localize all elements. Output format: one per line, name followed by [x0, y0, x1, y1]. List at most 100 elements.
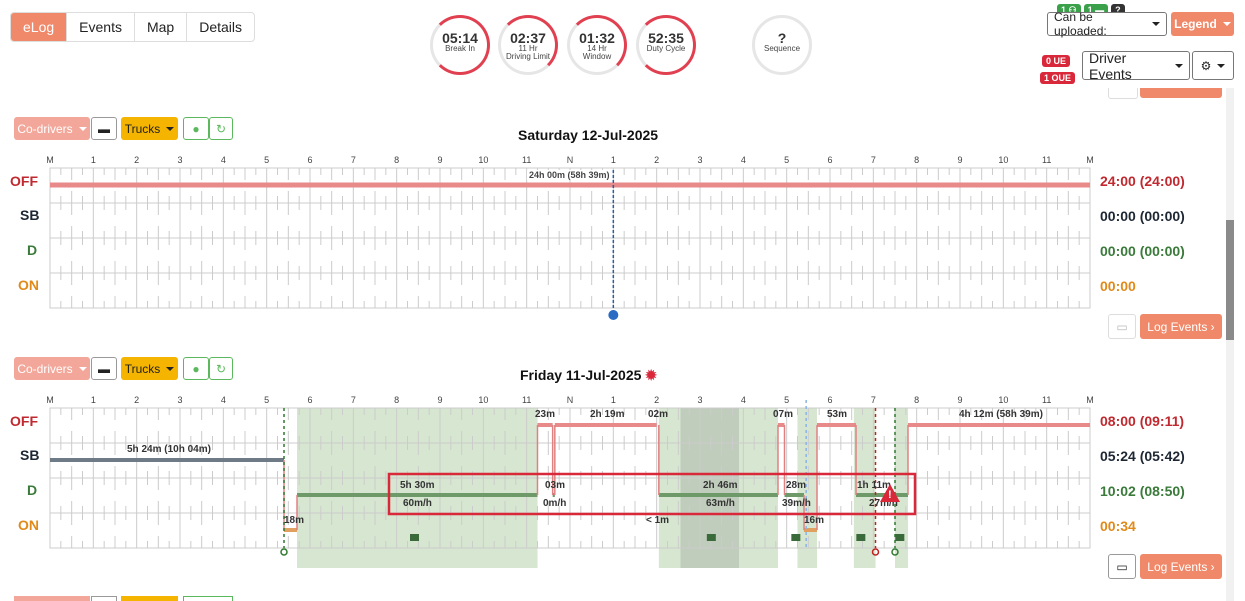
hour-label: 5 [264, 395, 269, 405]
driver-events-label: Driver Events [1089, 49, 1132, 82]
android-icon[interactable]: ● [183, 357, 209, 380]
android-icon[interactable]: ● [183, 117, 209, 140]
segment-label: 18m [284, 515, 305, 526]
hour-label: 4 [741, 395, 746, 405]
settings-dropdown[interactable]: ⚙ [1192, 51, 1234, 80]
hour-label: 3 [177, 395, 182, 405]
truck-event-icon [791, 534, 801, 541]
segment-speed: 60m/h [403, 498, 432, 509]
upload-select[interactable]: Can be uploaded: [1047, 10, 1167, 38]
upload-select-label: Can be uploaded: [1054, 10, 1107, 38]
log-events-button-partial[interactable] [1140, 88, 1222, 98]
hour-label: 2 [654, 395, 659, 405]
hour-label: 8 [914, 155, 919, 165]
total-sb: 05:24 (05:42) [1100, 448, 1185, 464]
hour-label: 7 [351, 395, 356, 405]
scrollbar-track[interactable] [1226, 88, 1234, 601]
truck-icon[interactable]: ▬ [91, 117, 117, 140]
legend-button[interactable]: Legend [1171, 12, 1234, 36]
hour-label: 1 [91, 395, 96, 405]
hour-label: M [46, 395, 54, 405]
tab-map[interactable]: Map [135, 13, 188, 41]
gears-icon: ⚙ [1200, 58, 1212, 73]
refresh-icon[interactable]: ↻ [209, 117, 233, 140]
tab-details[interactable]: Details [199, 19, 242, 35]
gauge-label: Duty Cycle [646, 44, 686, 53]
break-in-gauge: 05:14 Break In [430, 15, 490, 75]
chevron-down-icon [166, 366, 175, 371]
chevron-down-icon [1217, 63, 1226, 68]
truck-icon[interactable]: ▬ [91, 357, 117, 380]
chevron-down-icon [1175, 63, 1183, 68]
log-events-button[interactable]: Log Events › [1140, 554, 1222, 579]
hour-label: 6 [307, 155, 312, 165]
gauge-value: 02:37 [510, 30, 546, 46]
day1-log-grid: M 1 2 3 4 5 6 7 8 9 10 11 N 1 2 3 4 5 6 7 8 9 10 11 M [46, 155, 1094, 320]
gauge-label: Sequence [763, 44, 801, 53]
segment-label: 28m [786, 480, 807, 491]
segment-speed: 27m/h [869, 498, 898, 509]
hour-label: 8 [914, 395, 919, 405]
chevron-down-icon [1152, 22, 1160, 26]
truck-event-icon [706, 534, 716, 541]
total-sb: 00:00 (00:00) [1100, 208, 1185, 224]
hour-label: 1 [91, 155, 96, 165]
hour-label: M [1086, 155, 1094, 165]
codrivers-button-partial[interactable] [14, 596, 90, 601]
hour-label: 7 [871, 155, 876, 165]
warning-icon[interactable] [880, 484, 900, 502]
hour-label: N [567, 155, 574, 165]
hour-label: 5 [784, 155, 789, 165]
driver-events-select[interactable]: Driver Events [1082, 49, 1190, 82]
comment-icon[interactable]: ▭ [1108, 554, 1136, 579]
tab-elog[interactable]: eLog [11, 13, 68, 41]
segment-label: 16m [804, 515, 825, 526]
hour-label: 9 [957, 395, 962, 405]
trucks-button-partial[interactable] [121, 596, 178, 601]
hour-label: 4 [221, 395, 226, 405]
gauge-value: ? [777, 30, 787, 46]
hour-label: 10 [998, 395, 1008, 405]
chevron-down-icon [166, 126, 175, 131]
tab-events[interactable]: Events [67, 13, 135, 41]
segment-label: 5h 30m [400, 480, 435, 491]
segment-label: 23m [535, 409, 556, 420]
gauge-label: 14 Hr [587, 44, 607, 53]
shaded-region [853, 408, 876, 568]
status-label-d: D [27, 242, 38, 258]
day-title: Friday 11-Jul-2025 ✹ [520, 367, 658, 383]
scrollbar-thumb[interactable] [1226, 220, 1234, 340]
shaded-region [895, 408, 908, 568]
refresh-icon[interactable]: ↻ [209, 357, 233, 380]
status-label-on: ON [18, 277, 39, 293]
green-buttons-partial[interactable] [183, 596, 233, 601]
violation-star-icon: ✹ [645, 367, 658, 383]
sequence-gauge: ? Sequence [752, 15, 812, 75]
status-label-on: ON [18, 517, 39, 533]
log-events-button[interactable]: Log Events › [1140, 314, 1222, 339]
violation-box [387, 472, 917, 516]
codrivers-button[interactable]: Co-drivers [14, 357, 90, 380]
codrivers-button[interactable]: Co-drivers [14, 117, 90, 140]
segment-label: 2h 46m [703, 480, 738, 491]
comment-icon[interactable]: ▭ [1108, 314, 1136, 339]
comment-button-partial[interactable] [1108, 88, 1138, 99]
segment-label: 02m [648, 409, 669, 420]
hour-label: N [567, 395, 574, 405]
hour-label: 11 [1042, 395, 1051, 405]
hour-label: M [1086, 395, 1094, 405]
truck-button-partial[interactable] [91, 596, 117, 601]
total-d: 00:00 (00:00) [1100, 243, 1185, 259]
segment-label: < 1m [646, 515, 670, 526]
hour-label: 1 [611, 155, 616, 165]
hour-label: 5 [264, 155, 269, 165]
segment-label: 2h 19m [590, 409, 625, 420]
trucks-button[interactable]: Trucks [121, 117, 178, 140]
trucks-button[interactable]: Trucks [121, 357, 178, 380]
day2-log-grid: M 1 2 3 4 5 6 7 8 9 10 11 N 1 2 3 4 5 6 7 8 9 10 11 M [46, 395, 1094, 568]
key-icon [891, 548, 899, 556]
hour-label: 11 [522, 395, 531, 405]
hour-label: 9 [437, 155, 442, 165]
hour-label: 6 [827, 395, 832, 405]
hour-label: 4 [741, 155, 746, 165]
